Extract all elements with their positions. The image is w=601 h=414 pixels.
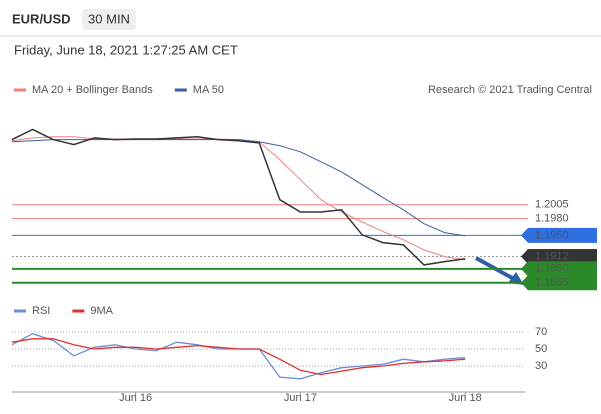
level-badge <box>528 275 597 291</box>
credit: Research © 2021 Trading Central <box>428 84 592 96</box>
legend-label: 9MA <box>90 305 113 317</box>
y-tick-label: 70 <box>535 326 547 338</box>
y-tick-label: 50 <box>535 343 547 355</box>
level-label: 1.1912 <box>535 250 569 262</box>
timestamp: Friday, June 18, 2021 1:27:25 AM CET <box>14 42 238 57</box>
level-label: 1.2005 <box>535 199 569 211</box>
x-tick-label: Jun 18 <box>449 392 482 404</box>
legend-label: MA 50 <box>193 84 224 96</box>
legend-label: MA 20 + Bollinger Bands <box>32 84 153 96</box>
level-badge-tip <box>521 275 528 291</box>
level-badge-tip <box>521 261 528 277</box>
level-badge-tip <box>521 249 528 265</box>
level-badge <box>528 261 597 277</box>
x-tick-label: Jun 17 <box>284 392 317 404</box>
symbol-box <box>6 8 78 30</box>
level-label: 1.1950 <box>535 229 569 241</box>
level-badge <box>528 249 597 265</box>
level-badge-tip <box>521 227 528 243</box>
symbol: EUR/USD <box>12 11 71 26</box>
level-label: 1.1890 <box>535 263 569 275</box>
x-tick-label: Jun 16 <box>119 392 152 404</box>
interval-box[interactable] <box>82 9 136 30</box>
level-label: 1.1865 <box>535 277 569 289</box>
level-label: 1.1980 <box>535 213 569 225</box>
legend-label: RSI <box>32 305 50 317</box>
interval[interactable]: 30 MIN <box>88 11 130 26</box>
price-line <box>11 128 466 266</box>
series-line <box>11 338 466 376</box>
y-tick-label: 30 <box>535 360 547 372</box>
level-badge <box>528 227 597 243</box>
